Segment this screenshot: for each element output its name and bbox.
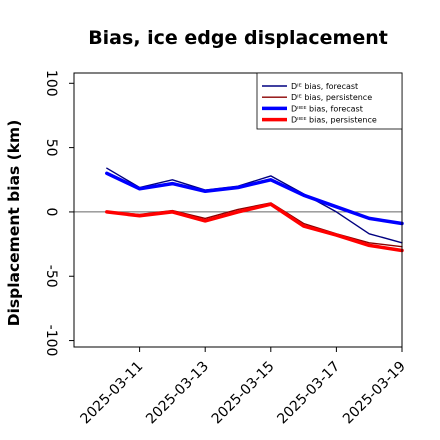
legend: Dᴵᴱ bias, forecast Dᴵᴱ bias, persistence D…	[256, 72, 403, 130]
chart-title: Bias, ice edge displacement	[88, 27, 388, 49]
legend-label-4: Dᴵᴵᴱᴱ bias, persistence	[291, 116, 377, 125]
series-line-4	[105, 202, 404, 253]
y-tick-label: -100	[43, 325, 59, 357]
legend-label-3: Dᴵᴵᴱᴱ bias, forecast	[291, 104, 363, 113]
plot-frame	[73, 72, 403, 348]
legend-label-1: Dᴵᴱ bias, forecast	[291, 82, 358, 91]
series-line-1	[106, 167, 403, 244]
x-tick-label: 2025-03-17	[274, 359, 343, 428]
x-tick-label: 2025-03-19	[340, 359, 409, 428]
y-tick-label: 0	[43, 207, 59, 216]
legend-label-2: Dᴵᴱ bias, persistence	[291, 93, 372, 102]
y-tick-label: -50	[43, 265, 59, 288]
y-axis-label: Displacement bias (km)	[5, 120, 23, 327]
y-tick-label: 100	[43, 70, 59, 97]
y-tick-label: 50	[43, 139, 59, 157]
x-tick-label: 2025-03-13	[143, 359, 212, 428]
x-tick-label: 2025-03-11	[78, 359, 147, 428]
x-tick-label: 2025-03-15	[209, 359, 278, 428]
series-line-3	[105, 171, 404, 226]
plot-area	[74, 167, 404, 253]
